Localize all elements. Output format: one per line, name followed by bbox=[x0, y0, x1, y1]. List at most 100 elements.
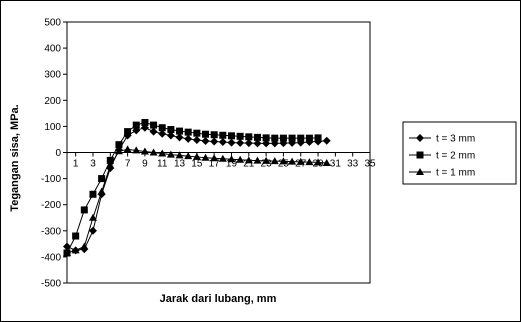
data-point-square bbox=[416, 151, 424, 159]
data-point-square bbox=[193, 129, 201, 137]
data-point-square bbox=[288, 134, 296, 142]
data-point-triangle bbox=[175, 151, 184, 159]
data-point-diamond bbox=[88, 226, 97, 235]
data-point-diamond bbox=[322, 136, 331, 145]
x-axis-title: Jarak dari lubang, mm bbox=[160, 293, 277, 305]
data-point-triangle bbox=[97, 187, 106, 195]
data-point-square bbox=[314, 134, 322, 142]
data-point-triangle bbox=[80, 242, 89, 250]
data-point-square bbox=[262, 134, 270, 142]
data-point-square bbox=[158, 124, 166, 132]
data-point-square bbox=[210, 131, 218, 139]
data-point-triangle bbox=[322, 158, 331, 166]
data-point-diamond bbox=[218, 138, 227, 147]
data-point-triangle bbox=[184, 152, 193, 160]
x-tick-label: 11 bbox=[157, 159, 168, 170]
data-point-triangle bbox=[296, 157, 305, 165]
y-tick-label: -200 bbox=[41, 200, 61, 211]
data-point-square bbox=[219, 131, 227, 139]
x-tick-label: 33 bbox=[347, 159, 359, 170]
data-point-triangle bbox=[253, 156, 262, 164]
data-point-diamond bbox=[236, 138, 245, 147]
x-tick-label: 9 bbox=[142, 159, 148, 170]
series-layer bbox=[63, 118, 331, 257]
data-point-diamond bbox=[416, 134, 424, 142]
data-point-square bbox=[297, 134, 305, 142]
data-point-triangle bbox=[227, 155, 236, 163]
data-point-triangle bbox=[218, 154, 227, 162]
data-point-triangle bbox=[244, 156, 253, 164]
data-point-diamond bbox=[210, 137, 219, 146]
data-point-square bbox=[305, 134, 313, 142]
legend-label: t = 3 mm bbox=[436, 134, 475, 145]
y-tick-label: -300 bbox=[41, 226, 61, 237]
y-tick-label: 200 bbox=[44, 96, 61, 107]
y-tick-label: 300 bbox=[44, 70, 61, 81]
data-point-square bbox=[132, 121, 140, 129]
data-point-triangle bbox=[305, 158, 314, 166]
x-tick-label: 15 bbox=[191, 159, 203, 170]
x-tick-label: 3 bbox=[90, 159, 96, 170]
data-point-triangle bbox=[123, 145, 132, 153]
data-point-triangle bbox=[158, 149, 167, 157]
data-point-square bbox=[80, 206, 88, 214]
data-point-square bbox=[236, 132, 244, 140]
data-point-triangle bbox=[132, 146, 141, 154]
data-point-square bbox=[72, 232, 80, 240]
data-point-triangle bbox=[201, 153, 210, 161]
series-triangle bbox=[63, 145, 331, 256]
y-axis-title: Tegangan sisa, MPa. bbox=[9, 104, 21, 211]
data-point-square bbox=[89, 190, 97, 198]
x-tick-label: 17 bbox=[209, 159, 221, 170]
data-point-triangle bbox=[279, 157, 288, 165]
data-point-triangle bbox=[140, 147, 149, 155]
y-tick-label: 100 bbox=[44, 122, 61, 133]
x-tick-label: 1 bbox=[73, 159, 79, 170]
data-point-square bbox=[245, 133, 253, 141]
legend-item: t = 1 mm bbox=[409, 168, 475, 179]
data-point-diamond bbox=[175, 133, 184, 142]
data-point-triangle bbox=[106, 161, 115, 169]
data-point-square bbox=[98, 175, 106, 183]
x-tick-label: 31 bbox=[330, 159, 342, 170]
data-point-triangle bbox=[63, 248, 71, 256]
y-tick-label: 400 bbox=[44, 44, 61, 55]
data-point-triangle bbox=[192, 152, 201, 160]
x-tick-label: 21 bbox=[243, 159, 255, 170]
data-point-triangle bbox=[314, 158, 323, 166]
series-square bbox=[63, 118, 322, 257]
x-tick-label: 35 bbox=[364, 159, 376, 170]
x-tick-label: 13 bbox=[174, 159, 186, 170]
data-point-triangle bbox=[236, 155, 245, 163]
data-point-square bbox=[141, 118, 149, 126]
data-point-triangle bbox=[166, 150, 175, 158]
legend-item: t = 2 mm bbox=[409, 151, 475, 162]
legend-item: t = 3 mm bbox=[409, 134, 475, 145]
data-point-square bbox=[253, 133, 261, 141]
data-point-square bbox=[176, 127, 184, 135]
data-point-diamond bbox=[244, 139, 253, 148]
x-tick-label: 7 bbox=[125, 159, 131, 170]
y-tick-label: 0 bbox=[55, 148, 61, 159]
data-point-triangle bbox=[270, 157, 279, 165]
data-point-triangle bbox=[114, 147, 123, 155]
data-point-triangle bbox=[262, 156, 271, 164]
data-point-diamond bbox=[166, 131, 175, 140]
data-point-triangle bbox=[71, 246, 80, 254]
data-point-diamond bbox=[184, 134, 193, 143]
data-point-square bbox=[271, 134, 279, 142]
data-point-triangle bbox=[416, 168, 424, 175]
data-point-triangle bbox=[88, 213, 97, 221]
legend: t = 3 mm t = 2 mm t = 1 mm bbox=[402, 121, 517, 185]
data-point-square bbox=[227, 132, 235, 140]
data-point-diamond bbox=[227, 138, 236, 147]
data-point-square bbox=[279, 134, 287, 142]
y-tick-label: -400 bbox=[41, 252, 61, 263]
data-point-triangle bbox=[149, 148, 158, 156]
data-point-triangle bbox=[288, 157, 297, 165]
y-tick-label: -500 bbox=[41, 279, 61, 290]
data-point-square bbox=[150, 121, 158, 129]
x-tick-label: 23 bbox=[261, 159, 273, 170]
data-point-diamond bbox=[158, 129, 167, 138]
